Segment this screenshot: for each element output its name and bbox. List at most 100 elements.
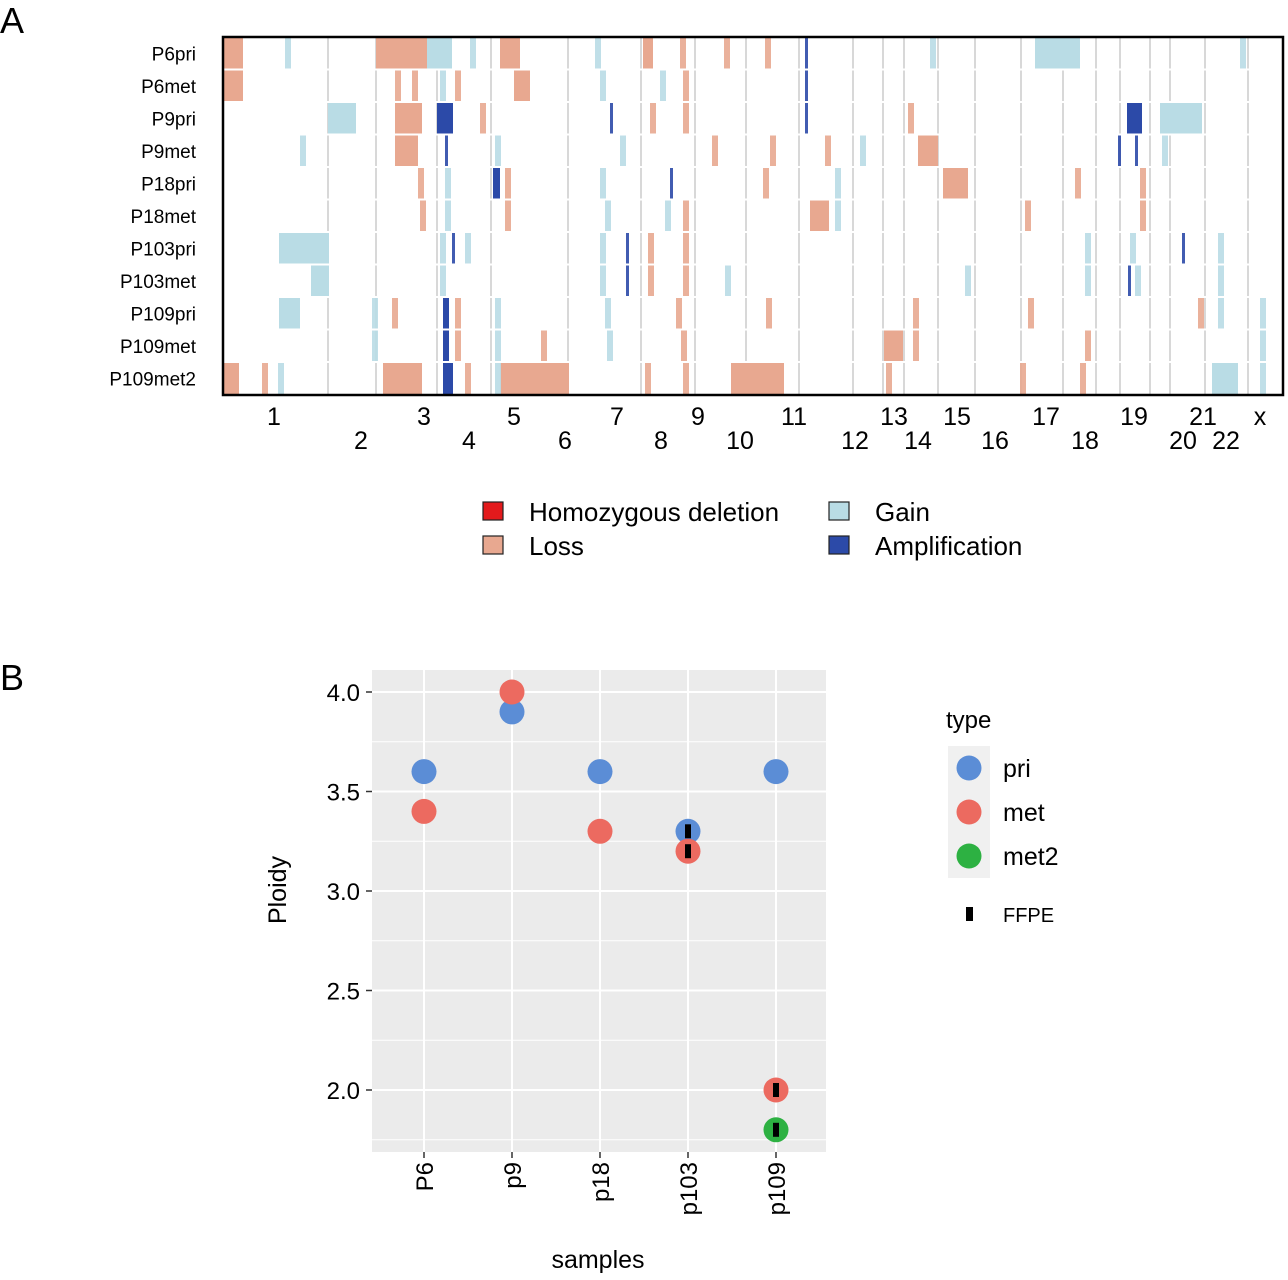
cnv-segment-fragment bbox=[600, 69, 606, 102]
pri-point bbox=[587, 759, 613, 785]
legend-title: type bbox=[946, 707, 991, 734]
cnv-segment-fragment bbox=[835, 167, 841, 200]
cnv-segment-fragment bbox=[724, 37, 730, 70]
x-tick-label: p109 bbox=[764, 1162, 791, 1215]
y-tick-label: 2.5 bbox=[327, 979, 360, 1006]
cnv-segment-fragment bbox=[262, 362, 268, 395]
cnv-segment-fragment bbox=[541, 329, 547, 362]
ffpe-marker bbox=[773, 1083, 779, 1097]
row-gaps bbox=[223, 68, 1283, 363]
cnv-segment-fragment bbox=[470, 37, 476, 70]
cnv-segment-fragment bbox=[392, 297, 398, 330]
cnv-segment-fragment bbox=[285, 37, 291, 70]
cnv-segment-fragment bbox=[860, 134, 866, 167]
cnv-segment-fragment bbox=[1140, 199, 1146, 232]
cnv-segment-fragment bbox=[660, 69, 666, 102]
heatmap-legend: Homozygous deletion Loss Gain Amplification bbox=[482, 497, 1022, 561]
cnv-segment-fragment bbox=[495, 329, 501, 362]
sample-label: P109met bbox=[120, 337, 197, 358]
sample-label: P109pri bbox=[131, 304, 197, 325]
cnv-segment bbox=[437, 102, 453, 135]
met-point bbox=[499, 679, 525, 705]
chromosome-label: 3 bbox=[417, 403, 431, 431]
sample-label: P109met2 bbox=[109, 369, 196, 390]
cnv-segment bbox=[884, 329, 903, 362]
cnv-segment-fragment bbox=[1075, 167, 1081, 200]
cnv-segment-fragment bbox=[1218, 297, 1224, 330]
cnv-segment bbox=[223, 69, 243, 102]
legend-swatch bbox=[828, 535, 850, 555]
cnv-segment-fragment bbox=[683, 102, 689, 135]
cnv-segment-fragment bbox=[1218, 232, 1224, 265]
cnv-segment-fragment bbox=[420, 199, 426, 232]
cnv-segment-fragment bbox=[835, 199, 841, 232]
ffpe-legend-marker bbox=[966, 907, 973, 921]
legend-label: Gain bbox=[875, 497, 930, 527]
pri-point bbox=[499, 699, 525, 725]
cnv-segment-fragment bbox=[1135, 134, 1138, 167]
legend-label: Amplification bbox=[875, 531, 1022, 561]
y-axis: 2.0 2.5 3.0 3.5 4.0 bbox=[327, 680, 372, 1105]
cnv-segment-fragment bbox=[681, 329, 687, 362]
cnv-segment-fragment bbox=[505, 199, 511, 232]
cnv-segment-fragment bbox=[495, 297, 501, 330]
cnv-segment-fragment bbox=[1128, 264, 1131, 297]
chromosome-label: 7 bbox=[610, 403, 624, 431]
cnv-segment bbox=[643, 37, 653, 70]
cnv-segment-fragment bbox=[680, 37, 686, 70]
cnv-segment-fragment bbox=[683, 232, 689, 265]
legend-label: Loss bbox=[529, 531, 584, 561]
y-tick-label: 2.0 bbox=[327, 1078, 360, 1105]
cnv-segment bbox=[311, 264, 329, 297]
cnv-segment-fragment bbox=[648, 232, 654, 265]
cnv-segment-fragment bbox=[418, 167, 424, 200]
cnv-segment-fragment bbox=[455, 297, 461, 330]
chromosome-label: 15 bbox=[943, 403, 971, 431]
chromosome-label: 4 bbox=[462, 427, 476, 455]
y-tick-label: 4.0 bbox=[327, 680, 360, 707]
cnv-segment-fragment bbox=[676, 297, 682, 330]
cnv-segment-fragment bbox=[610, 102, 613, 135]
chromosome-label: 14 bbox=[904, 427, 932, 455]
cnv-segment-fragment bbox=[600, 264, 606, 297]
x-axis: P6 p9 p18 p103 p109 bbox=[412, 1152, 791, 1215]
legend-key-met2 bbox=[956, 843, 982, 869]
sample-label: P6pri bbox=[152, 44, 196, 65]
cnv-segment-fragment bbox=[805, 69, 808, 102]
cnv-segment bbox=[223, 37, 243, 70]
legend-key-met bbox=[956, 799, 982, 825]
cnv-segment-fragment bbox=[683, 199, 689, 232]
chromosome-label: 11 bbox=[781, 403, 807, 431]
cnv-segment-fragment bbox=[600, 167, 606, 200]
y-axis-title: Ploidy bbox=[264, 855, 292, 924]
x-tick-label: p18 bbox=[588, 1162, 615, 1202]
cnv-segment-fragment bbox=[595, 37, 601, 70]
cnv-segment-fragment bbox=[965, 264, 971, 297]
x-tick-label: P6 bbox=[412, 1162, 439, 1191]
cnv-segment bbox=[731, 362, 784, 395]
cnv-segment-fragment bbox=[913, 329, 919, 362]
chromosome-label: 18 bbox=[1071, 427, 1099, 455]
cnv-segment-fragment bbox=[805, 37, 808, 70]
cnv-segment-fragment bbox=[445, 134, 448, 167]
plot-grid bbox=[372, 670, 826, 1152]
cnv-segment-fragment bbox=[455, 329, 461, 362]
type-legend: type pri met met2 FFPE bbox=[946, 707, 1059, 927]
sample-label: P9met bbox=[141, 142, 197, 163]
cnv-segment-fragment bbox=[1198, 297, 1204, 330]
heatmap-background bbox=[223, 37, 1283, 395]
cnv-segment-fragment bbox=[455, 69, 461, 102]
cnv-segment-fragment bbox=[908, 102, 914, 135]
cnv-segment-fragment bbox=[683, 264, 689, 297]
heatmap-frame bbox=[221, 35, 1285, 397]
cnv-segment-fragment bbox=[1140, 167, 1146, 200]
cnv-segment-fragment bbox=[683, 362, 689, 395]
cnv-segment bbox=[383, 362, 422, 395]
cnv-segment-fragment bbox=[886, 362, 892, 395]
y-tick-label: 3.5 bbox=[327, 780, 360, 807]
cnv-segment-fragment bbox=[648, 264, 654, 297]
cnv-segment-fragment bbox=[1260, 297, 1266, 330]
chromosome-label: 22 bbox=[1212, 427, 1240, 455]
cnv-segment bbox=[1160, 102, 1202, 135]
